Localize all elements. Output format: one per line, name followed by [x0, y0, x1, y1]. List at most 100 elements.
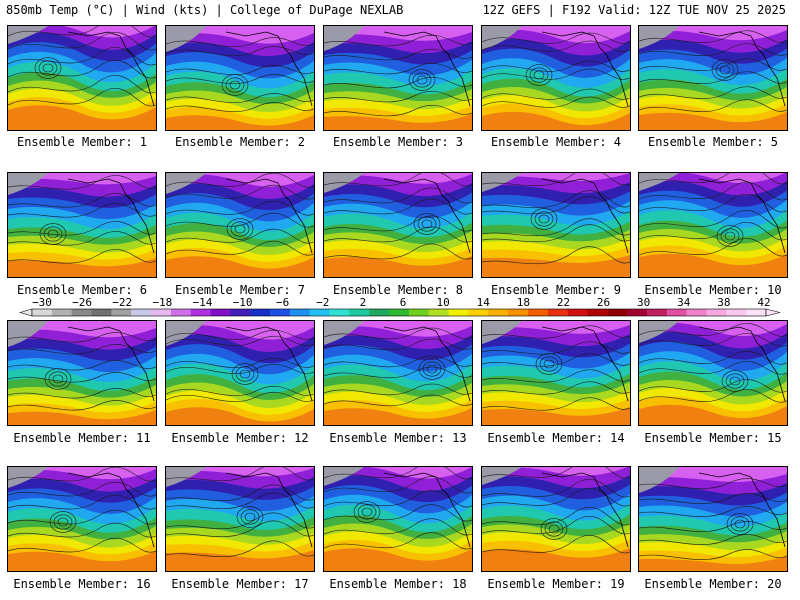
- colorbar-tick-label: −2: [316, 296, 329, 309]
- colorbar-segment: [428, 309, 449, 316]
- ensemble-member-caption: Ensemble Member: 18: [329, 577, 467, 591]
- temperature-map: [482, 467, 630, 571]
- colorbar-tick-label: 38: [717, 296, 730, 309]
- colorbar-segment: [408, 309, 430, 316]
- colorbar-segment: [468, 309, 489, 316]
- colorbar-segment: [448, 309, 469, 316]
- temperature-map: [324, 467, 472, 571]
- ensemble-panel-18[interactable]: [323, 466, 473, 572]
- colorbar-left-arrow: [18, 308, 33, 317]
- ensemble-panel-1[interactable]: [7, 25, 157, 131]
- ensemble-panel-3[interactable]: [323, 25, 473, 131]
- ensemble-panel-16[interactable]: [7, 466, 157, 572]
- ensemble-member-caption: Ensemble Member: 15: [644, 431, 782, 445]
- colorbar-segment: [329, 309, 350, 316]
- colorbar-segment: [250, 309, 271, 316]
- ensemble-panel-13[interactable]: [323, 320, 473, 426]
- ensemble-member-caption: Ensemble Member: 7: [174, 283, 306, 297]
- colorbar-tick-label: 18: [517, 296, 530, 309]
- colorbar-tick-label: 26: [597, 296, 610, 309]
- ensemble-member-caption: Ensemble Member: 6: [16, 283, 148, 297]
- colorbar-segment: [646, 309, 668, 316]
- temperature-map: [639, 26, 787, 130]
- ensemble-panel-9[interactable]: [481, 172, 631, 278]
- colorbar-tick-label: 34: [677, 296, 691, 309]
- colorbar-segment: [349, 309, 370, 316]
- colorbar-tick-label: 22: [557, 296, 570, 309]
- colorbar-tick-label: 6: [400, 296, 407, 309]
- colorbar-tick-label: −30: [32, 296, 52, 309]
- temperature-colorbar: −30 −26 −22 −18 −14 −10 −6 −2 2 6 10 14 18 22 26 30 34 38…: [18, 296, 781, 317]
- colorbar-segment: [230, 309, 251, 316]
- map-title: 850mb Temp (°C) | Wind (kts) | College o…: [6, 3, 404, 17]
- ensemble-member-caption: Ensemble Member: 14: [487, 431, 625, 445]
- ensemble-member-caption: Ensemble Member: 12: [171, 431, 309, 445]
- ensemble-panel-11[interactable]: [7, 320, 157, 426]
- colorbar-tick-label: −22: [112, 296, 132, 309]
- ensemble-panel-14[interactable]: [481, 320, 631, 426]
- ensemble-member-caption: Ensemble Member: 20: [644, 577, 782, 591]
- ensemble-member-caption: Ensemble Member: 9: [490, 283, 622, 297]
- ensemble-member-caption: Ensemble Member: 2: [174, 135, 306, 149]
- colorbar-segment: [190, 309, 211, 316]
- colorbar-segment: [210, 309, 231, 316]
- temperature-map: [639, 173, 787, 277]
- temperature-map: [8, 173, 156, 277]
- ensemble-member-caption: Ensemble Member: 3: [332, 135, 464, 149]
- temperature-map: [166, 173, 314, 277]
- temperature-map: [324, 26, 472, 130]
- colorbar-segment: [170, 309, 192, 316]
- colorbar-tick-label: −14: [193, 296, 213, 309]
- colorbar-segment: [627, 309, 648, 316]
- colorbar-segment: [270, 309, 291, 316]
- colorbar-tick-label: 30: [637, 296, 650, 309]
- colorbar-segment: [131, 309, 152, 316]
- ensemble-member-caption: Ensemble Member: 16: [13, 577, 151, 591]
- colorbar-segment: [71, 309, 92, 316]
- ensemble-panel-12[interactable]: [165, 320, 315, 426]
- colorbar-segment: [289, 309, 311, 316]
- colorbar-tick-label: 42: [757, 296, 770, 309]
- colorbar-segment: [111, 309, 132, 316]
- ensemble-panel-20[interactable]: [638, 466, 788, 572]
- ensemble-panel-7[interactable]: [165, 172, 315, 278]
- colorbar-segment: [527, 309, 549, 316]
- colorbar-segment: [686, 309, 707, 316]
- ensemble-panel-15[interactable]: [638, 320, 788, 426]
- colorbar-segment: [587, 309, 608, 316]
- ensemble-panel-5[interactable]: [638, 25, 788, 131]
- colorbar-segment: [369, 309, 390, 316]
- colorbar-segment: [666, 309, 687, 316]
- temperature-map: [8, 26, 156, 130]
- ensemble-member-caption: Ensemble Member: 4: [490, 135, 622, 149]
- colorbar-segment: [567, 309, 588, 316]
- colorbar-tick-label: −6: [276, 296, 289, 309]
- colorbar-segment: [91, 309, 112, 316]
- ensemble-panel-8[interactable]: [323, 172, 473, 278]
- ensemble-panel-10[interactable]: [638, 172, 788, 278]
- colorbar-segment: [746, 309, 767, 316]
- temperature-map: [324, 321, 472, 425]
- ensemble-panel-2[interactable]: [165, 25, 315, 131]
- temperature-map: [8, 321, 156, 425]
- colorbar-segment: [309, 309, 330, 316]
- ensemble-member-caption: Ensemble Member: 10: [644, 283, 782, 297]
- ensemble-member-caption: Ensemble Member: 19: [487, 577, 625, 591]
- ensemble-panel-6[interactable]: [7, 172, 157, 278]
- ensemble-panel-17[interactable]: [165, 466, 315, 572]
- colorbar-tick-label: −18: [152, 296, 172, 309]
- colorbar-segment: [488, 309, 509, 316]
- temperature-map: [482, 26, 630, 130]
- temperature-map: [324, 173, 472, 277]
- colorbar-right-arrow: [765, 308, 781, 317]
- ensemble-member-caption: Ensemble Member: 11: [13, 431, 151, 445]
- colorbar-segment: [151, 309, 172, 316]
- ensemble-member-caption: Ensemble Member: 1: [16, 135, 148, 149]
- temperature-map: [8, 467, 156, 571]
- temperature-map: [482, 321, 630, 425]
- temperature-map: [639, 467, 787, 571]
- temperature-map: [639, 321, 787, 425]
- colorbar-segment: [51, 309, 72, 316]
- ensemble-panel-19[interactable]: [481, 466, 631, 572]
- ensemble-panel-4[interactable]: [481, 25, 631, 131]
